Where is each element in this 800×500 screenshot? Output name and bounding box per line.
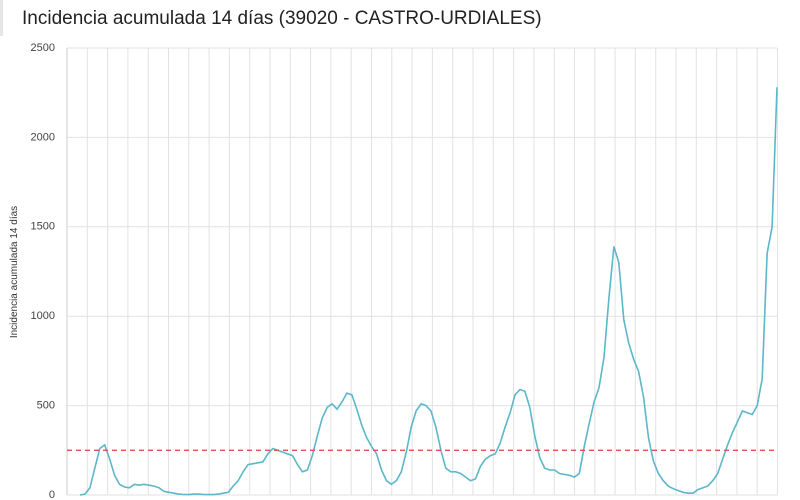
y-tick-label: 2000 [31, 131, 55, 143]
left-bar [0, 0, 3, 36]
line [79, 87, 778, 496]
plot [67, 87, 778, 496]
y-tick-label: 500 [37, 400, 55, 412]
y-tick-label: 0 [49, 489, 55, 500]
y-axis-label: Incidencia acumulada 14 días [9, 206, 20, 338]
y-tick-label: 2500 [31, 42, 55, 54]
y-tick-label: 1000 [31, 310, 55, 322]
chart-title: Incidencia acumulada 14 días (39020 - CA… [22, 8, 542, 29]
y-tick-label: 1500 [31, 221, 55, 233]
grid: 0 500 1000 1500 2000 2500 [31, 42, 778, 500]
